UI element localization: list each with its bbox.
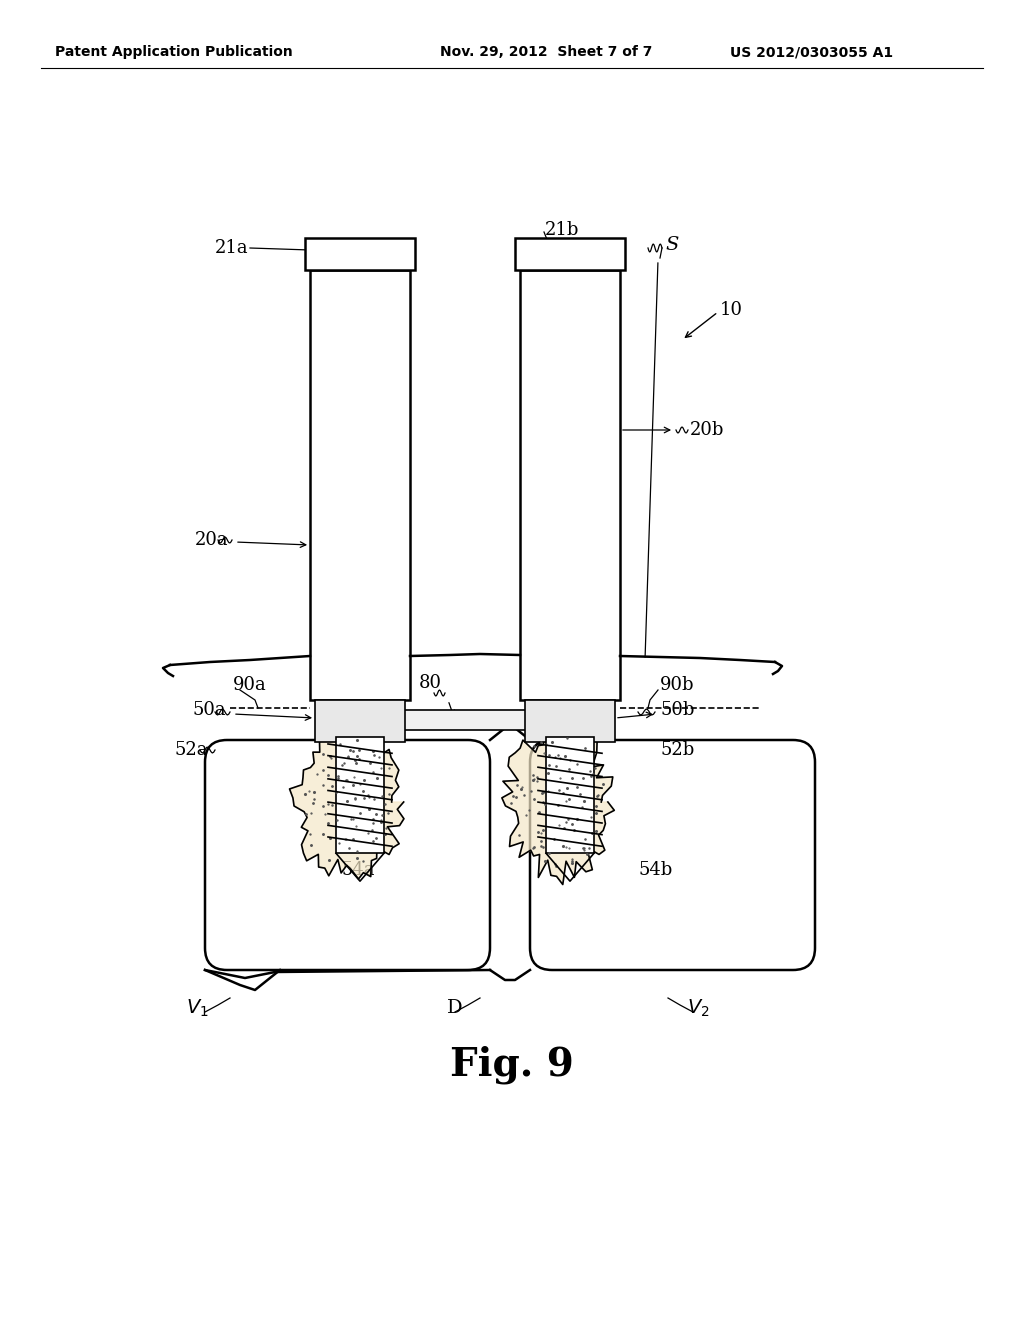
Text: 21b: 21b — [545, 220, 580, 239]
FancyBboxPatch shape — [546, 737, 594, 853]
Text: $V_2$: $V_2$ — [687, 998, 710, 1019]
FancyBboxPatch shape — [315, 700, 406, 742]
Text: 21a: 21a — [214, 239, 248, 257]
FancyBboxPatch shape — [525, 700, 615, 742]
Text: D: D — [447, 999, 463, 1016]
Text: 90a: 90a — [233, 676, 266, 694]
FancyBboxPatch shape — [305, 238, 415, 271]
Text: S: S — [665, 236, 678, 253]
FancyBboxPatch shape — [530, 741, 815, 970]
Text: 10: 10 — [720, 301, 743, 319]
Text: $V_1$: $V_1$ — [185, 998, 208, 1019]
FancyBboxPatch shape — [205, 741, 490, 970]
Text: 90b: 90b — [660, 676, 694, 694]
FancyBboxPatch shape — [515, 238, 625, 271]
FancyBboxPatch shape — [336, 737, 384, 853]
Text: Nov. 29, 2012  Sheet 7 of 7: Nov. 29, 2012 Sheet 7 of 7 — [440, 45, 652, 59]
Text: Patent Application Publication: Patent Application Publication — [55, 45, 293, 59]
Text: 52a: 52a — [175, 741, 209, 759]
Text: 80: 80 — [419, 675, 441, 692]
FancyBboxPatch shape — [520, 271, 620, 700]
Text: 54a: 54a — [341, 861, 375, 879]
Text: US 2012/0303055 A1: US 2012/0303055 A1 — [730, 45, 893, 59]
Text: 50a: 50a — [193, 701, 226, 719]
FancyBboxPatch shape — [310, 271, 410, 700]
Polygon shape — [290, 723, 403, 879]
Text: 50b: 50b — [660, 701, 694, 719]
Text: Fig. 9: Fig. 9 — [451, 1045, 573, 1084]
Polygon shape — [502, 723, 614, 884]
Text: 20b: 20b — [690, 421, 724, 440]
Text: 54b: 54b — [638, 861, 672, 879]
Text: 20a: 20a — [195, 531, 228, 549]
Text: 52b: 52b — [660, 741, 694, 759]
FancyBboxPatch shape — [360, 710, 580, 730]
